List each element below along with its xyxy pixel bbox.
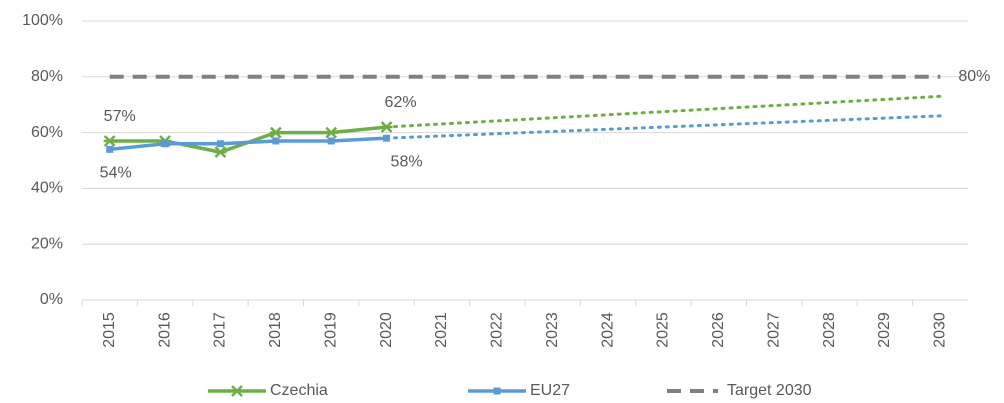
x-tick-label: 2018 bbox=[267, 312, 284, 348]
x-tick-label: 2027 bbox=[765, 312, 782, 348]
x-tick-label: 2017 bbox=[212, 312, 229, 348]
x-tick-label: 2028 bbox=[821, 312, 838, 348]
x-tick-label: 2024 bbox=[599, 312, 616, 348]
marker bbox=[269, 126, 282, 139]
data-label: 62% bbox=[385, 94, 417, 111]
x-tick-label: 2020 bbox=[378, 312, 395, 348]
x-tick-label: 2025 bbox=[655, 312, 672, 348]
y-tick-label: 80% bbox=[31, 68, 63, 85]
x-tick-label: 2029 bbox=[876, 312, 893, 348]
legend-label: Target 2030 bbox=[727, 382, 812, 399]
y-tick-label: 40% bbox=[31, 180, 63, 197]
data-label: 80% bbox=[958, 68, 990, 85]
data-label: 54% bbox=[100, 165, 132, 182]
marker bbox=[325, 126, 338, 139]
legend-item: Czechia bbox=[208, 382, 328, 399]
marker bbox=[103, 135, 116, 147]
legend-item: EU27 bbox=[468, 382, 570, 399]
y-tick-label: 100% bbox=[22, 12, 63, 29]
x-tick-label: 2021 bbox=[433, 312, 450, 348]
marker bbox=[327, 137, 335, 145]
x-tick-label: 2019 bbox=[322, 312, 339, 348]
x-tick-label: 2023 bbox=[544, 312, 561, 348]
line-1 bbox=[109, 136, 387, 152]
data-label: 58% bbox=[391, 153, 423, 170]
line-4 bbox=[385, 114, 942, 140]
marker bbox=[106, 145, 114, 153]
marker bbox=[272, 137, 280, 145]
legend-label: Czechia bbox=[270, 382, 328, 399]
marker bbox=[161, 140, 169, 148]
x-tick-label: 2026 bbox=[710, 312, 727, 348]
x-tick-label: 2022 bbox=[489, 312, 506, 348]
marker bbox=[214, 146, 227, 159]
legend-marker bbox=[231, 385, 243, 397]
x-tick-label: 2030 bbox=[932, 312, 949, 348]
x-tick-label: 2016 bbox=[156, 312, 173, 348]
y-tick-label: 20% bbox=[31, 235, 63, 252]
marker bbox=[216, 140, 224, 148]
legend-item: Target 2030 bbox=[667, 382, 812, 399]
x-tick-label: 2015 bbox=[101, 312, 118, 348]
data-label: 57% bbox=[104, 108, 136, 125]
legend-label: EU27 bbox=[530, 382, 570, 399]
y-tick-label: 0% bbox=[40, 291, 63, 308]
y-tick-label: 60% bbox=[31, 124, 63, 141]
line-3 bbox=[385, 94, 942, 129]
legend-marker bbox=[493, 387, 501, 395]
